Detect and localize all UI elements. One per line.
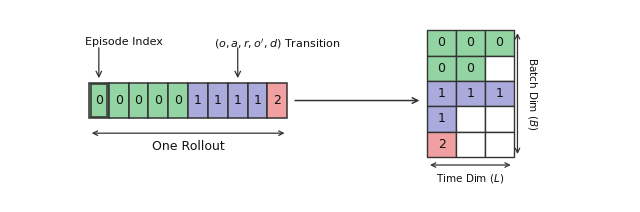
Bar — [456, 30, 484, 56]
Text: 1: 1 — [438, 112, 445, 125]
Bar — [484, 106, 513, 131]
Bar — [484, 56, 513, 81]
Bar — [456, 81, 484, 106]
Text: 2: 2 — [273, 94, 282, 107]
Text: 1: 1 — [253, 94, 262, 107]
Text: 0: 0 — [174, 94, 182, 107]
Bar — [228, 82, 248, 119]
Bar — [428, 30, 456, 56]
Bar — [456, 106, 484, 131]
Text: 0: 0 — [134, 94, 143, 107]
Bar — [428, 131, 456, 157]
Bar — [89, 82, 109, 119]
Bar — [456, 131, 484, 157]
Text: 1: 1 — [495, 87, 503, 100]
Bar — [129, 82, 148, 119]
Bar — [428, 56, 456, 81]
Text: 0: 0 — [154, 94, 163, 107]
Text: One Rollout: One Rollout — [152, 140, 225, 153]
Text: 1: 1 — [234, 94, 242, 107]
Text: 0: 0 — [438, 36, 445, 49]
Text: 1: 1 — [467, 87, 474, 100]
Text: 1: 1 — [214, 94, 222, 107]
Text: 2: 2 — [438, 138, 445, 151]
Bar — [91, 84, 107, 117]
Bar — [456, 56, 484, 81]
Text: $(o,a,r,o',d)$ Transition: $(o,a,r,o',d)$ Transition — [214, 37, 340, 51]
Text: 0: 0 — [495, 36, 503, 49]
Text: Batch Dim $(B)$: Batch Dim $(B)$ — [526, 57, 539, 130]
Text: 0: 0 — [115, 94, 123, 107]
Bar — [148, 82, 168, 119]
Bar — [428, 106, 456, 131]
Bar — [208, 82, 228, 119]
Bar — [248, 82, 268, 119]
Text: Time Dim $(L)$: Time Dim $(L)$ — [436, 172, 504, 184]
Bar — [168, 82, 188, 119]
Text: Episode Index: Episode Index — [85, 37, 163, 47]
Bar — [268, 82, 287, 119]
Text: 0: 0 — [95, 94, 103, 107]
Bar — [109, 82, 129, 119]
Text: 0: 0 — [438, 62, 445, 75]
Text: 1: 1 — [194, 94, 202, 107]
Text: 1: 1 — [438, 87, 445, 100]
Bar — [188, 82, 208, 119]
Bar — [484, 30, 513, 56]
Bar — [484, 131, 513, 157]
Text: 0: 0 — [467, 36, 474, 49]
Bar — [484, 81, 513, 106]
Text: 0: 0 — [467, 62, 474, 75]
Bar — [428, 81, 456, 106]
